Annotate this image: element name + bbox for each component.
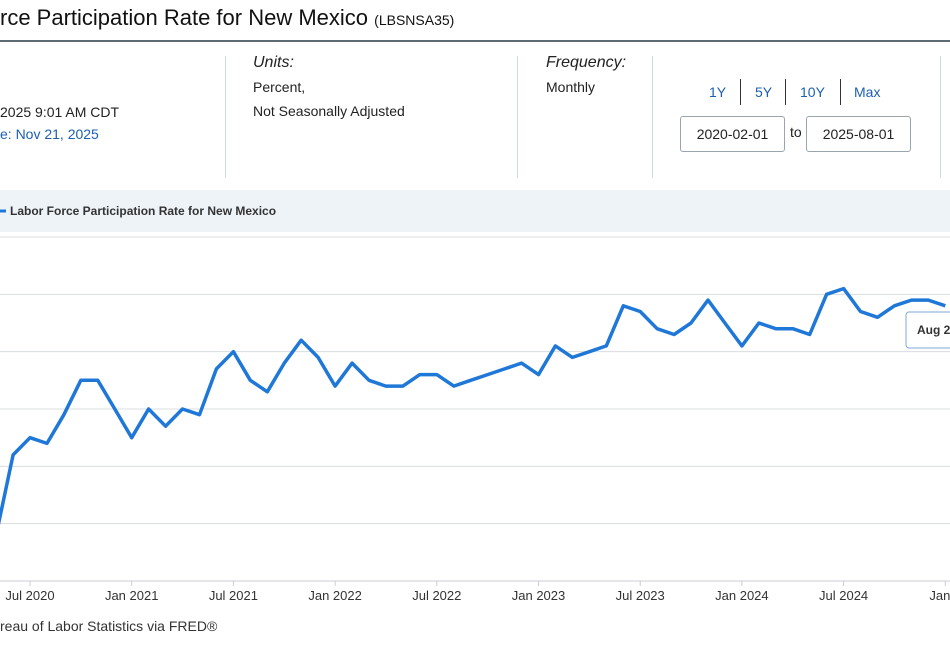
tooltip-text: Aug 2	[917, 323, 950, 337]
units-label: Units:	[253, 54, 294, 71]
separator	[517, 56, 518, 178]
separator	[652, 56, 653, 178]
start-date-input[interactable]: 2020-02-01	[680, 116, 785, 152]
next-release[interactable]: e: Nov 21, 2025	[0, 126, 99, 142]
plot	[0, 286, 946, 526]
units-value: Not Seasonally Adjusted	[253, 103, 405, 119]
x-tick-label: Jan 2024	[715, 588, 769, 600]
source: reau of Labor Statistics via FRED®	[0, 618, 218, 634]
x-tick-label: Jul 2022	[412, 588, 461, 600]
x-tick-label: Jul 2023	[616, 588, 665, 600]
title-text: rce Participation Rate for New Mexico	[0, 5, 369, 30]
chart: Labor Force Participation Rate for New M…	[0, 190, 950, 600]
range-button[interactable]: Max	[854, 84, 881, 100]
units-value: Percent,	[253, 79, 306, 95]
legend-label: Labor Force Participation Rate for New M…	[10, 204, 276, 218]
frequency-value: Monthly	[546, 79, 596, 95]
title-rule	[0, 40, 950, 42]
separator	[225, 56, 226, 178]
range-button[interactable]: 10Y	[800, 84, 825, 100]
x-tick-label: Jan 2022	[308, 588, 362, 600]
range-button[interactable]: 1Y	[709, 84, 727, 100]
x-tick-label: Jan 2023	[512, 588, 566, 600]
frequency-label: Frequency:	[546, 54, 627, 71]
button-separator	[785, 79, 786, 105]
legend-band	[0, 190, 950, 232]
button-separator	[740, 79, 741, 105]
x-tick-label: Jan 2021	[105, 588, 159, 600]
x-tick-label: Jul 2024	[819, 588, 868, 600]
series-line	[0, 286, 946, 526]
x-tick-label: Jan 2	[929, 588, 950, 600]
end-date-input[interactable]: 2025-08-01	[806, 116, 911, 152]
page-title: rce Participation Rate for New Mexico (L…	[0, 5, 454, 31]
button-separator	[840, 79, 841, 105]
series-id: (LBSNSA35)	[374, 12, 455, 28]
to-label: to	[790, 124, 802, 140]
updated: 2025 9:01 AM CDT	[0, 104, 120, 120]
x-tick-label: Jul 2021	[209, 588, 258, 600]
x-tick-label: Jul 2020	[5, 588, 54, 600]
range-button[interactable]: 5Y	[755, 84, 773, 100]
tooltip-box	[905, 311, 950, 349]
separator	[940, 56, 941, 178]
